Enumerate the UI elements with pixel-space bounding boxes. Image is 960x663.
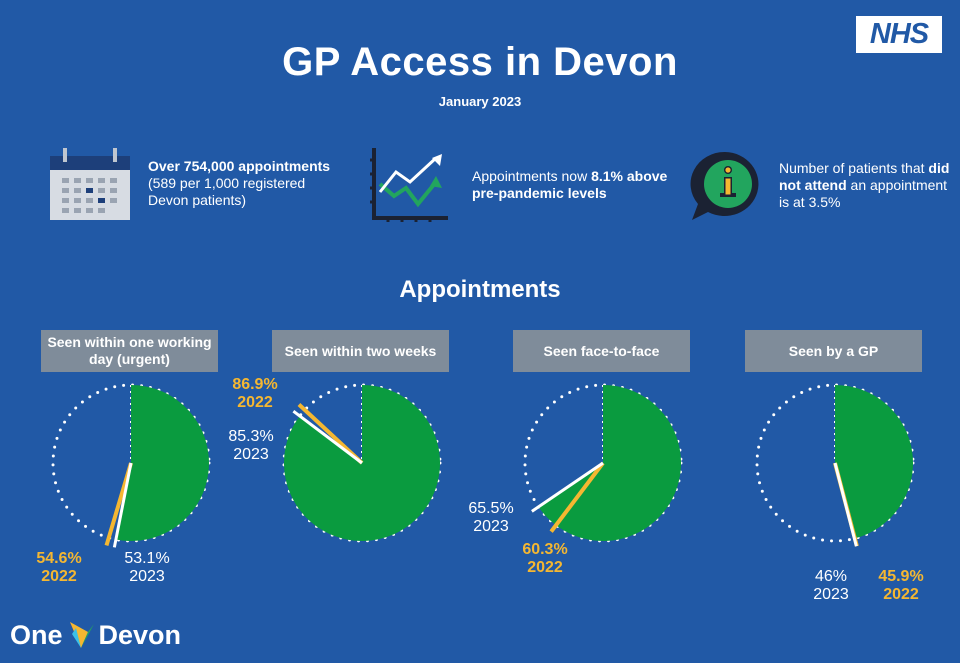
value-label-2022: 86.9% 2022 [220, 376, 290, 412]
pie-chart [523, 383, 683, 543]
chart-label: Seen face-to-face [513, 330, 690, 372]
stat-appointments-bold: Over 754,000 appointments [148, 158, 331, 174]
pie-outline [51, 383, 211, 543]
marker-line-2022 [549, 461, 605, 533]
marker-line-2023 [292, 409, 363, 465]
stat-dna-prefix: Number of patients that [779, 160, 929, 176]
marker-line-2023 [833, 462, 858, 547]
value-label-2023: 46% 2023 [796, 568, 866, 604]
value-label-2023: 53.1% 2023 [112, 550, 182, 586]
heart-logo-icon [69, 622, 94, 648]
page-title: GP Access in Devon [282, 40, 678, 84]
value-2022: 86.9% [232, 376, 278, 393]
nhs-logo: NHS [856, 16, 942, 53]
stat-pandemic: Appointments now 8.1% above pre-pandemic… [472, 168, 672, 202]
value-label-2023: 85.3% 2023 [216, 428, 286, 464]
info-bubble-icon [688, 150, 762, 227]
trend-chart-icon [370, 146, 450, 227]
marker-line-2023 [112, 462, 133, 548]
value-label-2023: 65.5% 2023 [456, 500, 526, 536]
section-title: Appointments [399, 276, 561, 303]
page-subtitle: January 2023 [438, 94, 522, 109]
stat-pandemic-bold: 8.1% above pre-pandemic levels [472, 168, 668, 201]
stat-dna-suffix: an appointment is at 3.5% [779, 177, 948, 210]
year-2022: 2022 [527, 559, 563, 576]
value-2023: 85.3% [228, 428, 274, 445]
stat-dna-bold: did not attend [779, 160, 950, 193]
calendar-icon [50, 148, 130, 225]
value-2022: 45.9% [878, 568, 924, 585]
year-2022: 2022 [41, 568, 77, 585]
year-2023: 2023 [233, 446, 269, 463]
pie-chart [51, 383, 211, 548]
value-2023: 65.5% [468, 500, 514, 517]
value-2023: 46% [814, 568, 848, 585]
stat-dna: Number of patients that did not attend a… [779, 160, 959, 211]
year-2023: 2023 [473, 518, 509, 535]
pie-slice-2023 [835, 385, 913, 539]
chart-label: Seen within one working day (urgent) [41, 330, 218, 372]
marker-line-2023 [531, 461, 604, 513]
value-2023: 53.1% [124, 550, 170, 567]
stat-pandemic-prefix: Appointments now [472, 168, 592, 184]
value-label-2022: 45.9% 2022 [866, 568, 936, 604]
one-devon-logo: One Devon [10, 618, 181, 652]
chart-label: Seen within two weeks [272, 330, 449, 372]
stat-appointments: Over 754,000 appointments (589 per 1,000… [148, 158, 348, 209]
chart-label: Seen by a GP [745, 330, 922, 372]
brand-devon: Devon [98, 619, 182, 650]
pie-chart [755, 383, 915, 547]
stat-appointments-detail: (589 per 1,000 registered Devon patients… [148, 175, 306, 208]
value-2022: 60.3% [522, 541, 568, 558]
pie-chart [282, 383, 442, 543]
year-2022: 2022 [883, 586, 919, 603]
nhs-logo-text: NHS [869, 18, 929, 50]
value-label-2022: 54.6% 2022 [24, 550, 94, 586]
year-2023: 2023 [813, 586, 849, 603]
value-2022: 54.6% [36, 550, 82, 567]
value-label-2022: 60.3% 2022 [510, 541, 580, 577]
brand-one: One [10, 619, 63, 650]
year-2022: 2022 [237, 394, 273, 411]
pie-slice-2023 [115, 385, 209, 541]
year-2023: 2023 [129, 568, 165, 585]
